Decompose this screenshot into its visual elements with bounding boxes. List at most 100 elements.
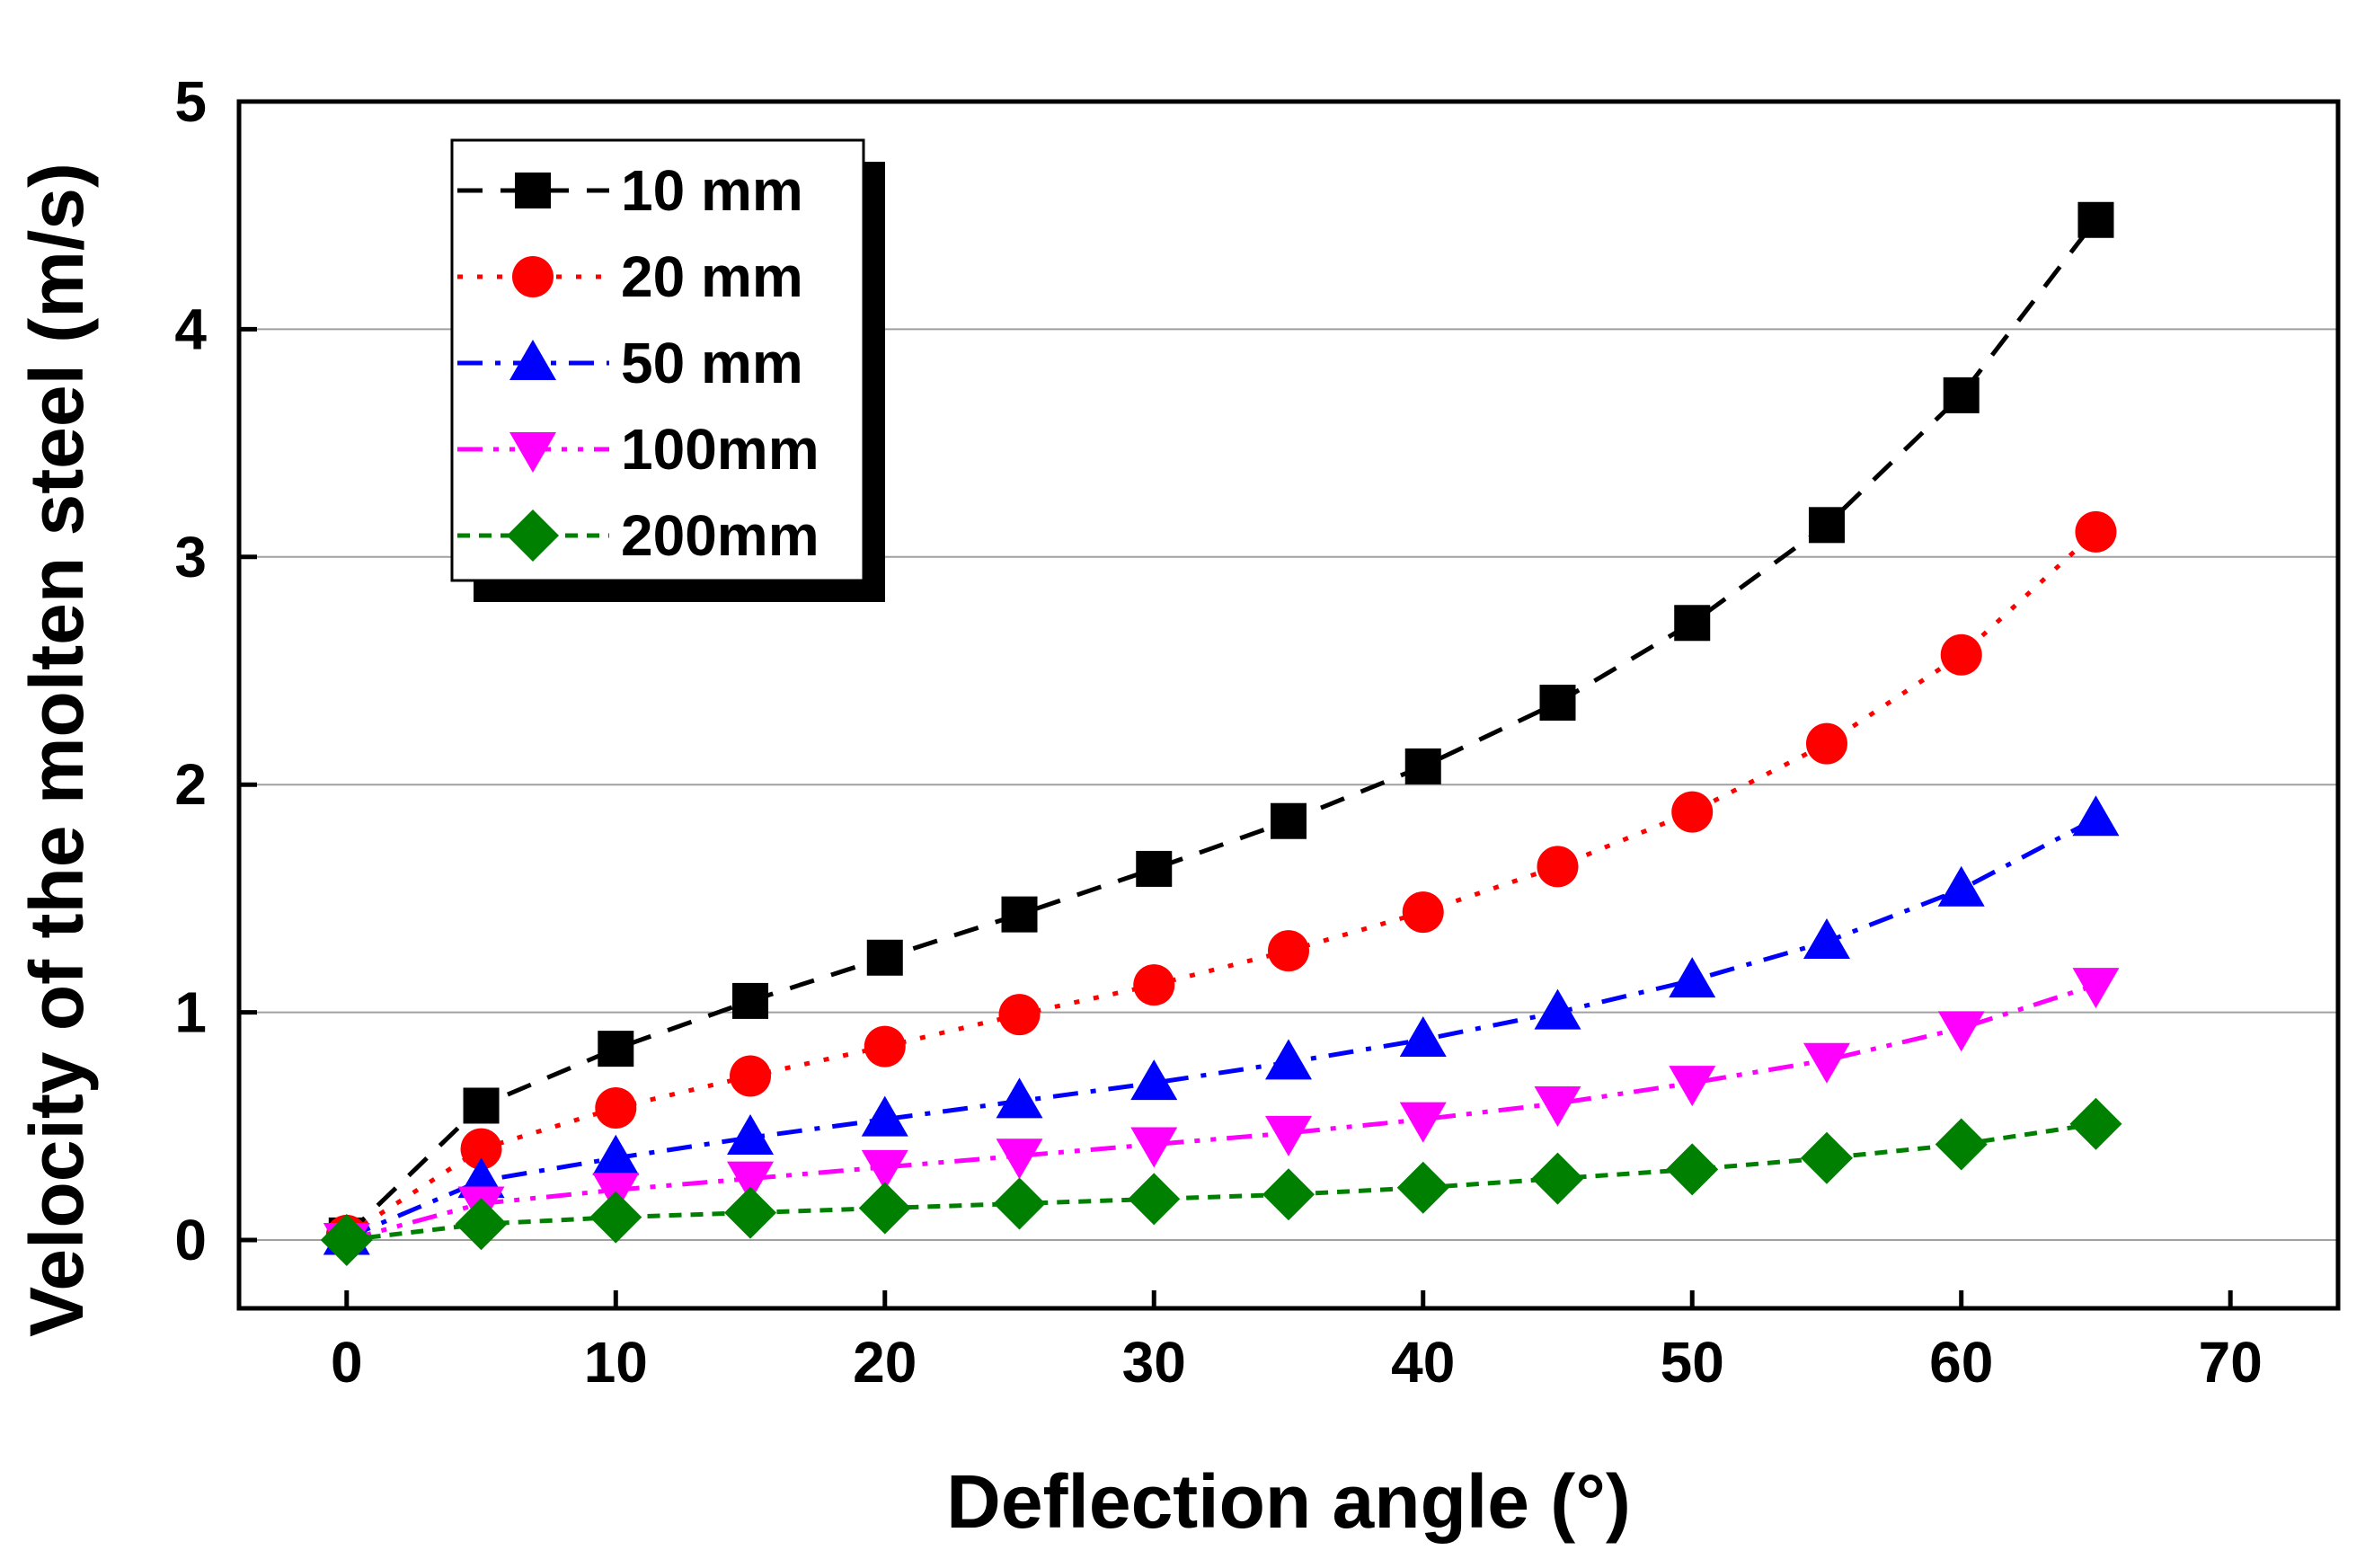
series-line [345,816,2097,1240]
y-tick-label: 0 [174,1208,207,1272]
data-point [592,1134,640,1175]
legend-marker [515,173,551,208]
data-point [996,1077,1043,1119]
data-point [1669,957,1716,998]
data-point [1674,605,1711,642]
series-20mm [325,510,2117,1256]
y-tick-label: 3 [174,525,207,589]
data-point [460,1128,502,1170]
legend-label: 10 mm [621,158,803,223]
data-point [724,1186,777,1239]
y-tick-label: 5 [174,69,207,134]
series-line [346,982,2097,1243]
data-point [1943,376,1980,413]
data-point [1268,930,1309,972]
legend-item: 200mm [457,503,819,568]
data-point [1133,964,1175,1006]
data-point [1399,1015,1447,1057]
data-point [1001,896,1038,933]
data-point [998,994,1041,1036]
data-point [1399,1102,1447,1143]
series-200mm [320,1097,2122,1266]
data-point [861,1095,908,1137]
data-point [1803,918,1850,960]
data-point [727,1113,775,1155]
legend-marker [509,340,556,380]
x-tick-label: 30 [1122,1330,1186,1395]
data-point [2072,968,2120,1009]
data-point [1265,1039,1312,1080]
data-point [2069,1097,2122,1150]
data-point [1265,1115,1312,1156]
legend-item: 50 mm [457,331,803,395]
data-point [993,1177,1046,1230]
data-point [463,1087,500,1124]
data-point [455,1198,508,1251]
series-line [345,530,2098,1238]
data-point [1669,1066,1716,1107]
data-point [598,1031,634,1067]
data-point [858,1182,911,1235]
plot-frame [236,99,2341,1311]
data-point [730,1055,772,1097]
data-point [1136,850,1173,887]
x-tick-label: 70 [2199,1330,2263,1395]
data-point [595,1087,637,1129]
data-point [996,1138,1043,1180]
data-point [866,939,903,976]
legend-label: 50 mm [621,331,803,395]
data-point [1937,1011,1985,1052]
data-point [1800,1131,1853,1184]
data-point [1803,1042,1850,1084]
y-tick-label: 2 [174,752,207,817]
legend-item: 100mm [457,417,819,482]
data-point [727,1161,775,1202]
legend-item: 10 mm [457,158,803,223]
data-point [1128,1173,1181,1226]
data-point [1404,748,1441,784]
legend-marker [507,509,559,562]
data-point [2072,795,2120,837]
x-tick-label: 40 [1391,1330,1455,1395]
data-point [2075,510,2117,553]
legend-label: 20 mm [621,244,803,309]
data-point [1671,791,1714,833]
data-point [1130,1059,1178,1101]
series-line [345,218,2098,1237]
data-point [1396,1161,1449,1214]
data-point [1808,507,1845,544]
legend-item: 20 mm [457,244,803,309]
data-point [1534,1085,1581,1127]
x-tick-label: 60 [1929,1330,1993,1395]
data-point [1271,802,1307,839]
y-axis-title: Velocity of the molten steel (m/s) [14,163,99,1337]
x-axis-title: Deflection angle (°) [946,1459,1631,1544]
legend-box [450,138,865,582]
x-tick-label: 0 [331,1330,363,1395]
data-point [1539,684,1576,721]
data-point [864,1025,906,1067]
data-point [1937,865,1985,907]
data-point [732,982,769,1019]
legend-label: 200mm [621,503,819,568]
legend-marker [509,432,556,473]
y-tick-label: 1 [174,980,207,1045]
legend-label: 100mm [621,417,819,482]
data-point [1935,1118,1988,1171]
data-point [1940,633,1982,676]
data-point [1130,1127,1178,1168]
data-point [1402,891,1444,934]
data-point [861,1149,908,1191]
data-point [320,1213,373,1266]
data-point [1262,1168,1315,1221]
x-tick-label: 20 [853,1330,917,1395]
data-point [1666,1143,1719,1196]
data-point [1805,722,1847,765]
y-tick-label: 4 [174,297,207,361]
data-point [1534,988,1581,1030]
series-layer [320,201,2122,1266]
legend: 10 mm 20 mm 50 mm 100mm 200mm [450,138,885,602]
